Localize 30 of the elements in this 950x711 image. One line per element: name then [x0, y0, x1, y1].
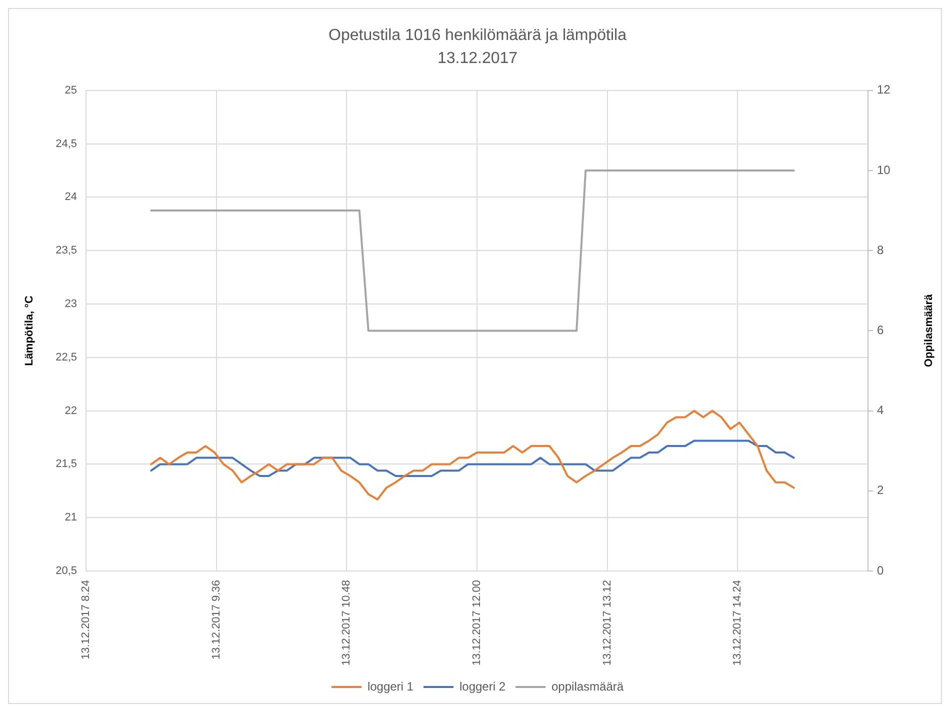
y2-tick-label: 8 [877, 242, 884, 257]
y-axis-title: Lämpötila, °C [24, 295, 36, 366]
legend-label: oppilasmäärä [552, 679, 624, 694]
x-tick-label: 13.12.2017 8.24 [80, 580, 92, 660]
y-tick-label: 23,5 [56, 244, 77, 257]
y2-tick-label: 6 [877, 323, 884, 338]
chart-title: Opetustila 1016 henkilömäärä ja lämpötila [328, 27, 627, 44]
y2-tick-label: 10 [877, 162, 891, 177]
x-tick-label: 13.12.2017 13.12 [601, 580, 614, 666]
y-tick-label: 24,5 [56, 138, 77, 150]
y-tick-label: 25 [64, 84, 77, 96]
y2-tick-label: 0 [877, 563, 884, 578]
legend-label: loggeri 2 [459, 679, 506, 694]
y-tick-label: 24 [64, 191, 77, 204]
x-tick-label: 13.12.2017 12.00 [471, 580, 484, 666]
y2-axis-title: Oppilasmäärä [923, 293, 936, 368]
y-tick-label: 21 [64, 512, 77, 524]
x-tick-label: 13.12.2017 10.48 [340, 580, 353, 666]
y2-tick-label: 12 [877, 82, 891, 97]
y2-tick-label: 4 [877, 403, 884, 418]
chart-subtitle: 13.12.2017 [437, 50, 518, 68]
legend-label: loggeri 1 [367, 679, 414, 694]
y-tick-label: 20,5 [56, 565, 77, 578]
y-tick-label: 21,5 [56, 458, 77, 470]
y-tick-label: 22 [64, 404, 77, 417]
y-tick-label: 22,5 [56, 351, 77, 364]
y-tick-label: 23 [64, 298, 77, 310]
x-tick-label: 13.12.2017 9.36 [210, 580, 222, 660]
y2-tick-label: 2 [877, 483, 884, 498]
x-tick-label: 13.12.2017 14.24 [732, 580, 744, 666]
